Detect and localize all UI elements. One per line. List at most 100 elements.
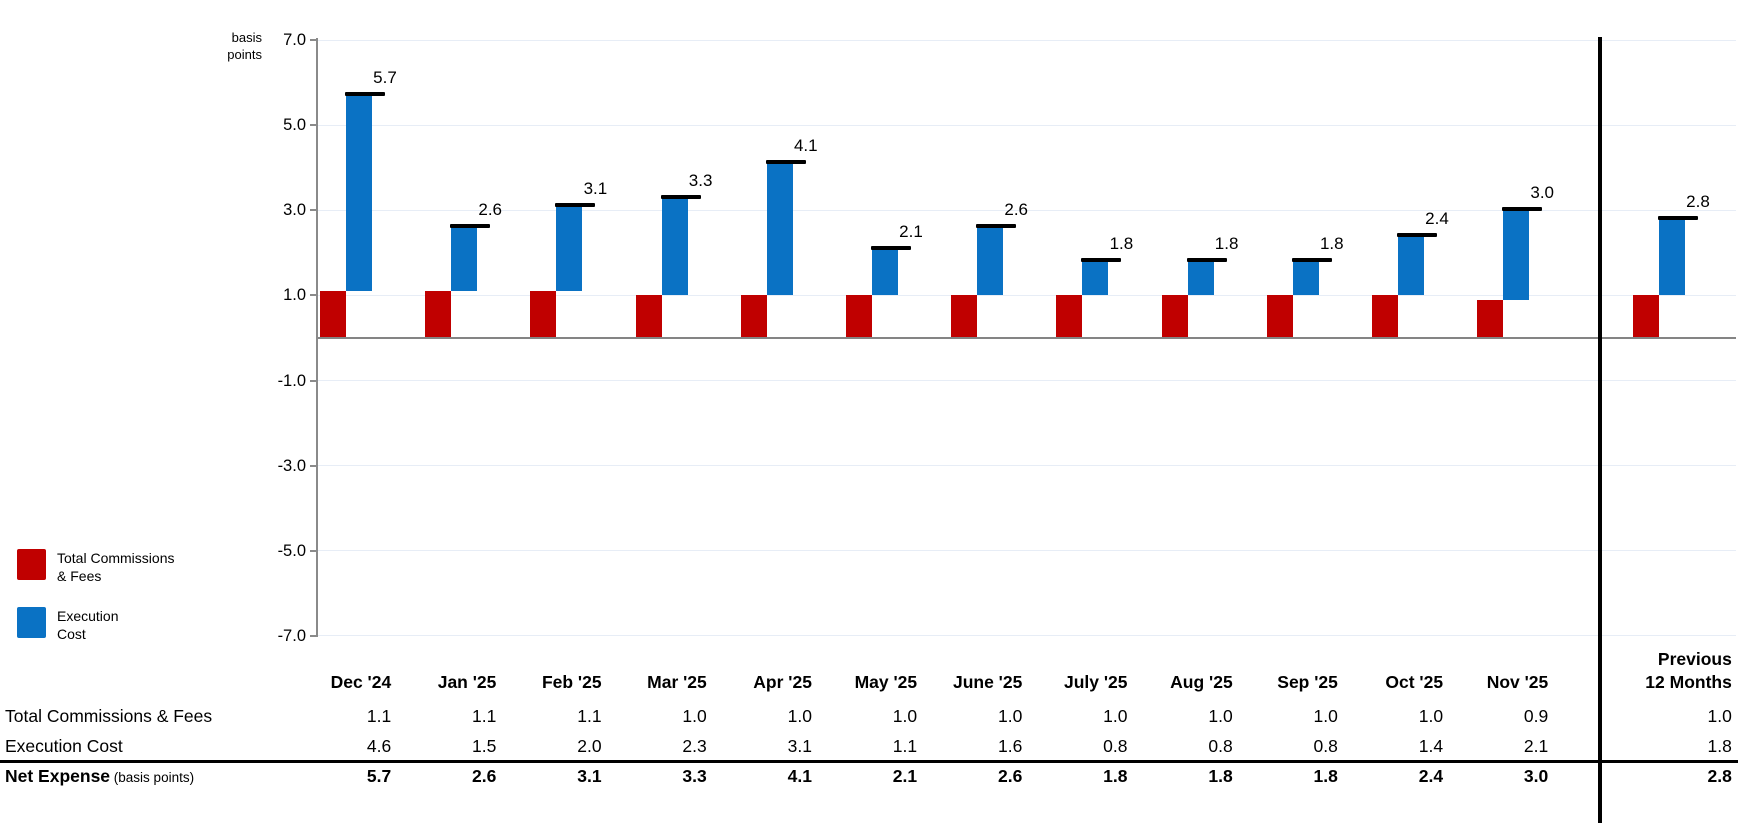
bar-value-label: 2.6: [1004, 200, 1028, 220]
net-expense-marker: [555, 203, 596, 208]
y-axis-tick-label: -7.0: [277, 626, 306, 645]
execution-bar: [1659, 218, 1685, 296]
commissions-bar: [1056, 295, 1083, 337]
table-cell: 1.0: [997, 706, 1023, 726]
table-header-cell-month: Jan '25: [437, 672, 497, 692]
table-cell: 2.4: [1418, 766, 1444, 786]
y-axis-tick-mark: [310, 549, 317, 552]
table-header-cell-month: Dec '24: [330, 672, 392, 692]
execution-color-swatch: [17, 607, 46, 638]
bar-value-label: 2.1: [899, 221, 923, 241]
gridline: [318, 124, 1736, 126]
table-row: Net Expense (basis points) 5.7 2.6 3.1 3.3 4.…: [0, 766, 1732, 787]
table-header-cell-month: Feb '25: [541, 672, 602, 692]
commissions-bar: [846, 295, 872, 337]
bar-value-label: 1.8: [1214, 234, 1239, 254]
commissions-color-swatch: [17, 549, 46, 580]
net-expense-marker: [1081, 258, 1122, 263]
net-expense-marker: [1291, 258, 1332, 263]
table-cell: 1.1: [472, 706, 497, 726]
y-axis-tick-mark: [310, 634, 317, 637]
table-cell-previous-12-months: 2.8: [1707, 766, 1732, 786]
table-cell: 0.8: [1208, 736, 1233, 756]
commissions-bar: [1372, 295, 1398, 337]
gridline: [318, 380, 1736, 382]
table-header-cell-month: May '25: [854, 672, 918, 692]
execution-bar: [1082, 261, 1109, 296]
table-cell: 0.9: [1523, 706, 1549, 726]
table-cell: 1.0: [892, 706, 918, 726]
table-cell: 0.8: [1103, 736, 1128, 756]
y-axis-tick-label: -5.0: [277, 541, 306, 560]
table-header-cell-month: June '25: [952, 672, 1023, 692]
period-separator-line: [1598, 37, 1602, 823]
net-expense-marker: [1502, 207, 1543, 212]
gridline: [318, 209, 1736, 211]
gridline: [318, 39, 1736, 41]
unit-label-line2: points: [227, 47, 262, 62]
commissions-bar: [951, 295, 978, 337]
table-cell: 1.8: [1208, 766, 1233, 786]
table-cell: 4.1: [787, 766, 812, 786]
bar-value-label: 4.1: [793, 136, 818, 156]
table-header-cell-month: Sep '25: [1277, 672, 1338, 692]
row-label: Net Expense (basis points): [0, 766, 286, 787]
execution-bar: [1187, 261, 1214, 296]
legend-label-execution: Execution Cost: [57, 607, 118, 643]
y-axis-tick-label: 3.0: [283, 201, 306, 220]
commissions-bar: [1633, 295, 1659, 337]
bar-value-label: 3.1: [583, 179, 608, 199]
table-row: Execution Cost 4.6 1.5 2.0 2.3 3.1 1.1 1.6 0.8 0.…: [0, 736, 1732, 757]
unit-label-line1: basis: [231, 30, 262, 45]
bar-value-label: 2.8: [1686, 191, 1710, 211]
y-axis-tick-label: -1.0: [277, 371, 306, 390]
commissions-bar: [1161, 295, 1188, 337]
commissions-bar: [530, 291, 557, 337]
table-cell: 1.6: [997, 736, 1023, 756]
table-header-cell-month: Oct '25: [1385, 672, 1444, 692]
table-cell: 3.1: [577, 766, 602, 786]
previous-header-line1: Previous: [1657, 649, 1732, 669]
table-cell: 1.0: [1103, 706, 1128, 726]
execution-bar: [451, 227, 478, 292]
table-cell: 1.0: [682, 706, 707, 726]
bar-value-label: 1.8: [1319, 234, 1344, 254]
table-header-cell-month: Mar '25: [647, 672, 707, 692]
row-label: Total Commissions & Fees: [0, 706, 286, 727]
bar-value-label: 3.3: [688, 170, 713, 190]
net-expense-marker: [1186, 258, 1227, 263]
net-expense-marker: [976, 224, 1017, 229]
legend-commissions-line2: & Fees: [57, 567, 102, 584]
row-label: Execution Cost: [0, 736, 286, 757]
bar-value-label: 5.7: [373, 68, 397, 88]
commissions-bar: [740, 295, 767, 337]
commissions-bar: [1477, 299, 1504, 337]
legend-item-commissions: Total Commissions & Fees: [17, 549, 174, 585]
table-cell: 2.6: [472, 766, 497, 786]
zero-baseline: [318, 337, 1736, 339]
table-cell: 3.0: [1523, 766, 1549, 786]
table-cell: 5.7: [366, 766, 392, 786]
net-expense-marker: [1658, 215, 1698, 220]
table-header-cell-month: Nov '25: [1486, 672, 1549, 692]
net-expense-marker: [765, 160, 806, 165]
table-row: Total Commissions & Fees 1.1 1.1 1.1 1.0 1.0 1…: [0, 706, 1732, 727]
table-cell: 2.0: [577, 736, 602, 756]
row-label-text: Net Expense: [5, 766, 111, 786]
y-axis-tick-mark: [310, 209, 317, 212]
table-cell: 2.6: [997, 766, 1023, 786]
y-axis-line: [316, 38, 318, 637]
table-cell: 1.0: [1208, 706, 1233, 726]
table-cell: 3.1: [787, 736, 812, 756]
legend-execution-line1: Execution: [57, 608, 119, 624]
table-header-cell-previous-12-months: Previous 12 Months: [1548, 648, 1732, 694]
y-axis-tick-label: -3.0: [277, 456, 306, 475]
table-header-cell-month: July '25: [1063, 672, 1128, 692]
table-cell-previous-12-months: 1.0: [1707, 706, 1732, 726]
y-axis-tick-label: 5.0: [283, 116, 306, 135]
execution-bar: [346, 95, 372, 292]
net-expense-marker: [871, 245, 911, 250]
table-cell: 4.6: [366, 736, 392, 756]
legend-item-execution: Execution Cost: [17, 607, 118, 643]
